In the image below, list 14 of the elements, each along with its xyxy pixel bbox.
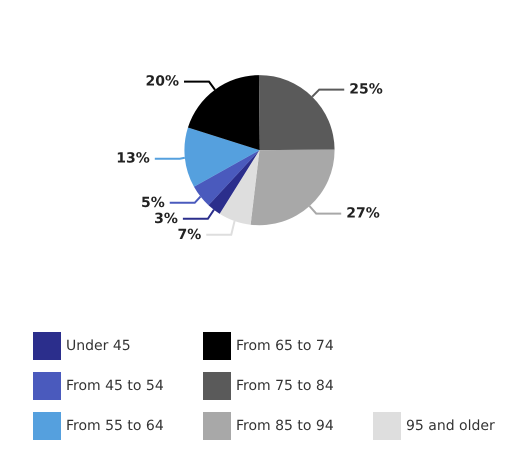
legend-label: Under 45 — [66, 338, 131, 354]
legend-label: 95 and older — [406, 418, 496, 434]
legend-label: From 45 to 54 — [66, 378, 164, 394]
data-label: 3% — [154, 210, 178, 227]
legend-label: From 55 to 64 — [66, 418, 164, 434]
data-label: 7% — [177, 226, 202, 243]
data-label: 13% — [116, 150, 150, 167]
data-label: 25% — [349, 82, 383, 98]
data-label: 27% — [346, 206, 380, 222]
data-label: 5% — [140, 194, 165, 211]
legend-label: From 65 to 74 — [236, 338, 334, 354]
legend-label: From 75 to 84 — [236, 378, 334, 394]
legend-label: From 85 to 94 — [236, 418, 334, 434]
data-label: 20% — [146, 74, 180, 90]
